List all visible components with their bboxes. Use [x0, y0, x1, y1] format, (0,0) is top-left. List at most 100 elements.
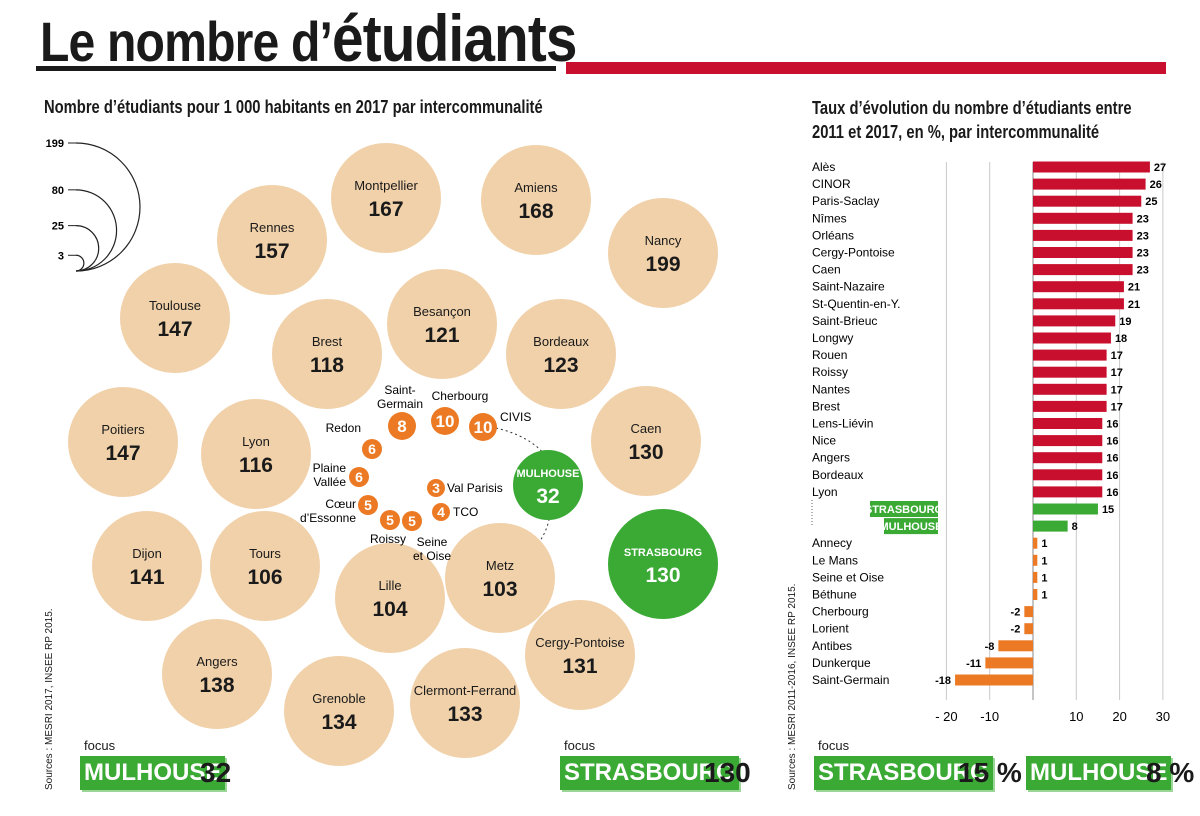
bar-paris-saclay	[1033, 195, 1142, 207]
bar-value-lens-li-vin: 16	[1106, 419, 1118, 431]
bar-label-angers: Angers	[812, 451, 850, 465]
bar-value-seine-et-oise: 1	[1041, 572, 1047, 584]
bubble-label-strasbourg: STRASBOURG	[624, 547, 702, 559]
bubble-label-plaine-vall-e: Vallée	[314, 475, 347, 489]
bubble-label-saint-germain: Germain	[377, 397, 423, 411]
focus-badge-strasbourg-rate: STRASBOURG	[814, 756, 993, 790]
bubble-label-seine-et-oise: et Oise	[413, 549, 451, 563]
bubble-lille	[335, 543, 445, 653]
bar-subtitle-line2: 2011 et 2017, en %, par intercommunalité	[812, 122, 1100, 142]
bubble-besan-on	[387, 269, 497, 379]
bar-value-al-s: 27	[1154, 162, 1166, 174]
bar-label-dunkerque: Dunkerque	[812, 656, 871, 670]
bubble-value-strasbourg: 130	[645, 564, 680, 587]
bubble-roissy	[380, 510, 400, 530]
bar-label-st-quentin-en-y: St-Quentin-en-Y.	[812, 297, 901, 311]
bubble-lyon	[201, 399, 311, 509]
bubble-label-amiens: Amiens	[514, 180, 558, 195]
bar-value-cergy-pontoise: 23	[1137, 248, 1149, 260]
bubble-value-brest: 118	[310, 354, 344, 377]
bar-roissy	[1033, 366, 1107, 378]
bubble-value-tours: 106	[247, 566, 282, 589]
bar-value-roissy: 17	[1111, 367, 1123, 379]
bubble-value-civis: 10	[474, 418, 493, 437]
bubble-label-redon: Redon	[326, 421, 361, 435]
bar-subtitle-line1: Taux d’évolution du nombre d’étudiants e…	[812, 98, 1132, 118]
bar-value-saint-brieuc: 19	[1119, 316, 1131, 328]
bar-strasbourg	[1033, 503, 1098, 515]
bar-value-caen: 23	[1137, 265, 1149, 277]
bubble-label-roissy: Roissy	[370, 532, 406, 546]
bubble-civis	[469, 413, 497, 441]
size-legend-label: 80	[52, 185, 64, 197]
bubble-seine-et-oise	[402, 511, 422, 531]
size-legend-arc	[75, 254, 85, 272]
bubble-label-mulhouse: MULHOUSE	[517, 468, 580, 480]
bar-label-strasbourg: STRASBOURG	[865, 504, 943, 516]
bar-rouen	[1033, 349, 1107, 361]
bar-b-thune	[1033, 589, 1038, 600]
focus-label-strasbourg: focus	[564, 738, 596, 753]
bar-value-lyon: 16	[1106, 487, 1118, 499]
bar-value-nantes: 17	[1111, 384, 1123, 396]
bubble-label-montpellier: Montpellier	[354, 178, 418, 193]
bubble-value-metz: 103	[482, 578, 517, 601]
bubble-metz	[445, 523, 555, 633]
bubble-value-clermont-ferrand: 133	[447, 703, 482, 726]
bubble-value-nancy: 199	[645, 253, 680, 276]
bubble-value-tco: 4	[437, 504, 445, 520]
bar-value-cinor: 26	[1150, 179, 1162, 191]
bar-orl-ans	[1033, 229, 1133, 241]
focus-value-mulhouse-rate: 8 %	[1146, 757, 1195, 788]
bar-value-brest: 17	[1111, 401, 1123, 413]
bar-value-st-quentin-en-y: 21	[1128, 299, 1140, 311]
bar-value-mulhouse: 8	[1072, 521, 1078, 533]
bubble-chart-source: Sources : MESRI 2017, INSEE RP 2015.	[44, 608, 55, 790]
bar-label-lens-li-vin: Lens-Liévin	[812, 417, 873, 431]
bar-longwy	[1033, 332, 1111, 344]
bubble-label-poitiers: Poitiers	[101, 422, 145, 437]
bar-label-annecy: Annecy	[812, 536, 852, 550]
bar-saint-germain	[955, 674, 1033, 686]
bubble-caen	[591, 386, 701, 496]
bubble-label-angers: Angers	[196, 654, 238, 669]
bubble-value-cergy-pontoise: 131	[562, 655, 597, 678]
bubble-label-toulouse: Toulouse	[149, 298, 201, 313]
bubble-tours	[210, 511, 320, 621]
bar-al-s	[1033, 161, 1150, 173]
bubble-label-cherbourg: Cherbourg	[432, 389, 489, 403]
bar-label-n-mes: Nîmes	[812, 211, 847, 225]
bar-label-b-thune: Béthune	[812, 588, 857, 602]
bubble-clermont-ferrand	[410, 648, 520, 758]
x-tick-label-3: 20	[1112, 709, 1126, 724]
bar-chart-source: Sources : MESRI 2011-2016, INSEE RP 2015…	[787, 583, 798, 790]
focus-label-right: focus	[818, 738, 850, 753]
bubble-toulouse	[120, 263, 230, 373]
focus-value-strasbourg-rate: 15 %	[958, 757, 1022, 788]
focus-value-strasbourg: 130	[704, 757, 751, 788]
bar-brest	[1033, 400, 1107, 412]
bar-value-bordeaux: 16	[1106, 470, 1118, 482]
size-legend-arc	[75, 189, 118, 272]
bubble-value-bordeaux: 123	[543, 354, 578, 377]
bubble-label-val-parisis: Val Parisis	[447, 481, 503, 495]
bar-st-quentin-en-y	[1033, 298, 1124, 310]
bubble-label-tco: TCO	[453, 505, 478, 519]
leader-line-mulhouse-top	[495, 427, 547, 457]
bar-label-lorient: Lorient	[812, 622, 849, 636]
bar-cinor	[1033, 178, 1146, 190]
bubble-rennes	[217, 185, 327, 295]
bubble-value-poitiers: 147	[105, 442, 140, 465]
bar-label-caen: Caen	[812, 263, 841, 277]
bar-value-longwy: 18	[1115, 333, 1127, 345]
bubble-label-lille: Lille	[378, 578, 401, 593]
title-underline	[36, 66, 556, 71]
focus-label-mulhouse: focus	[84, 738, 116, 753]
bubble-label-nancy: Nancy	[645, 233, 682, 248]
bubble-cherbourg	[431, 407, 459, 435]
bar-label-roissy: Roissy	[812, 365, 848, 379]
bar-lyon	[1033, 486, 1103, 498]
bar-antibes	[998, 640, 1033, 652]
bubble-value-mulhouse: 32	[536, 485, 559, 508]
